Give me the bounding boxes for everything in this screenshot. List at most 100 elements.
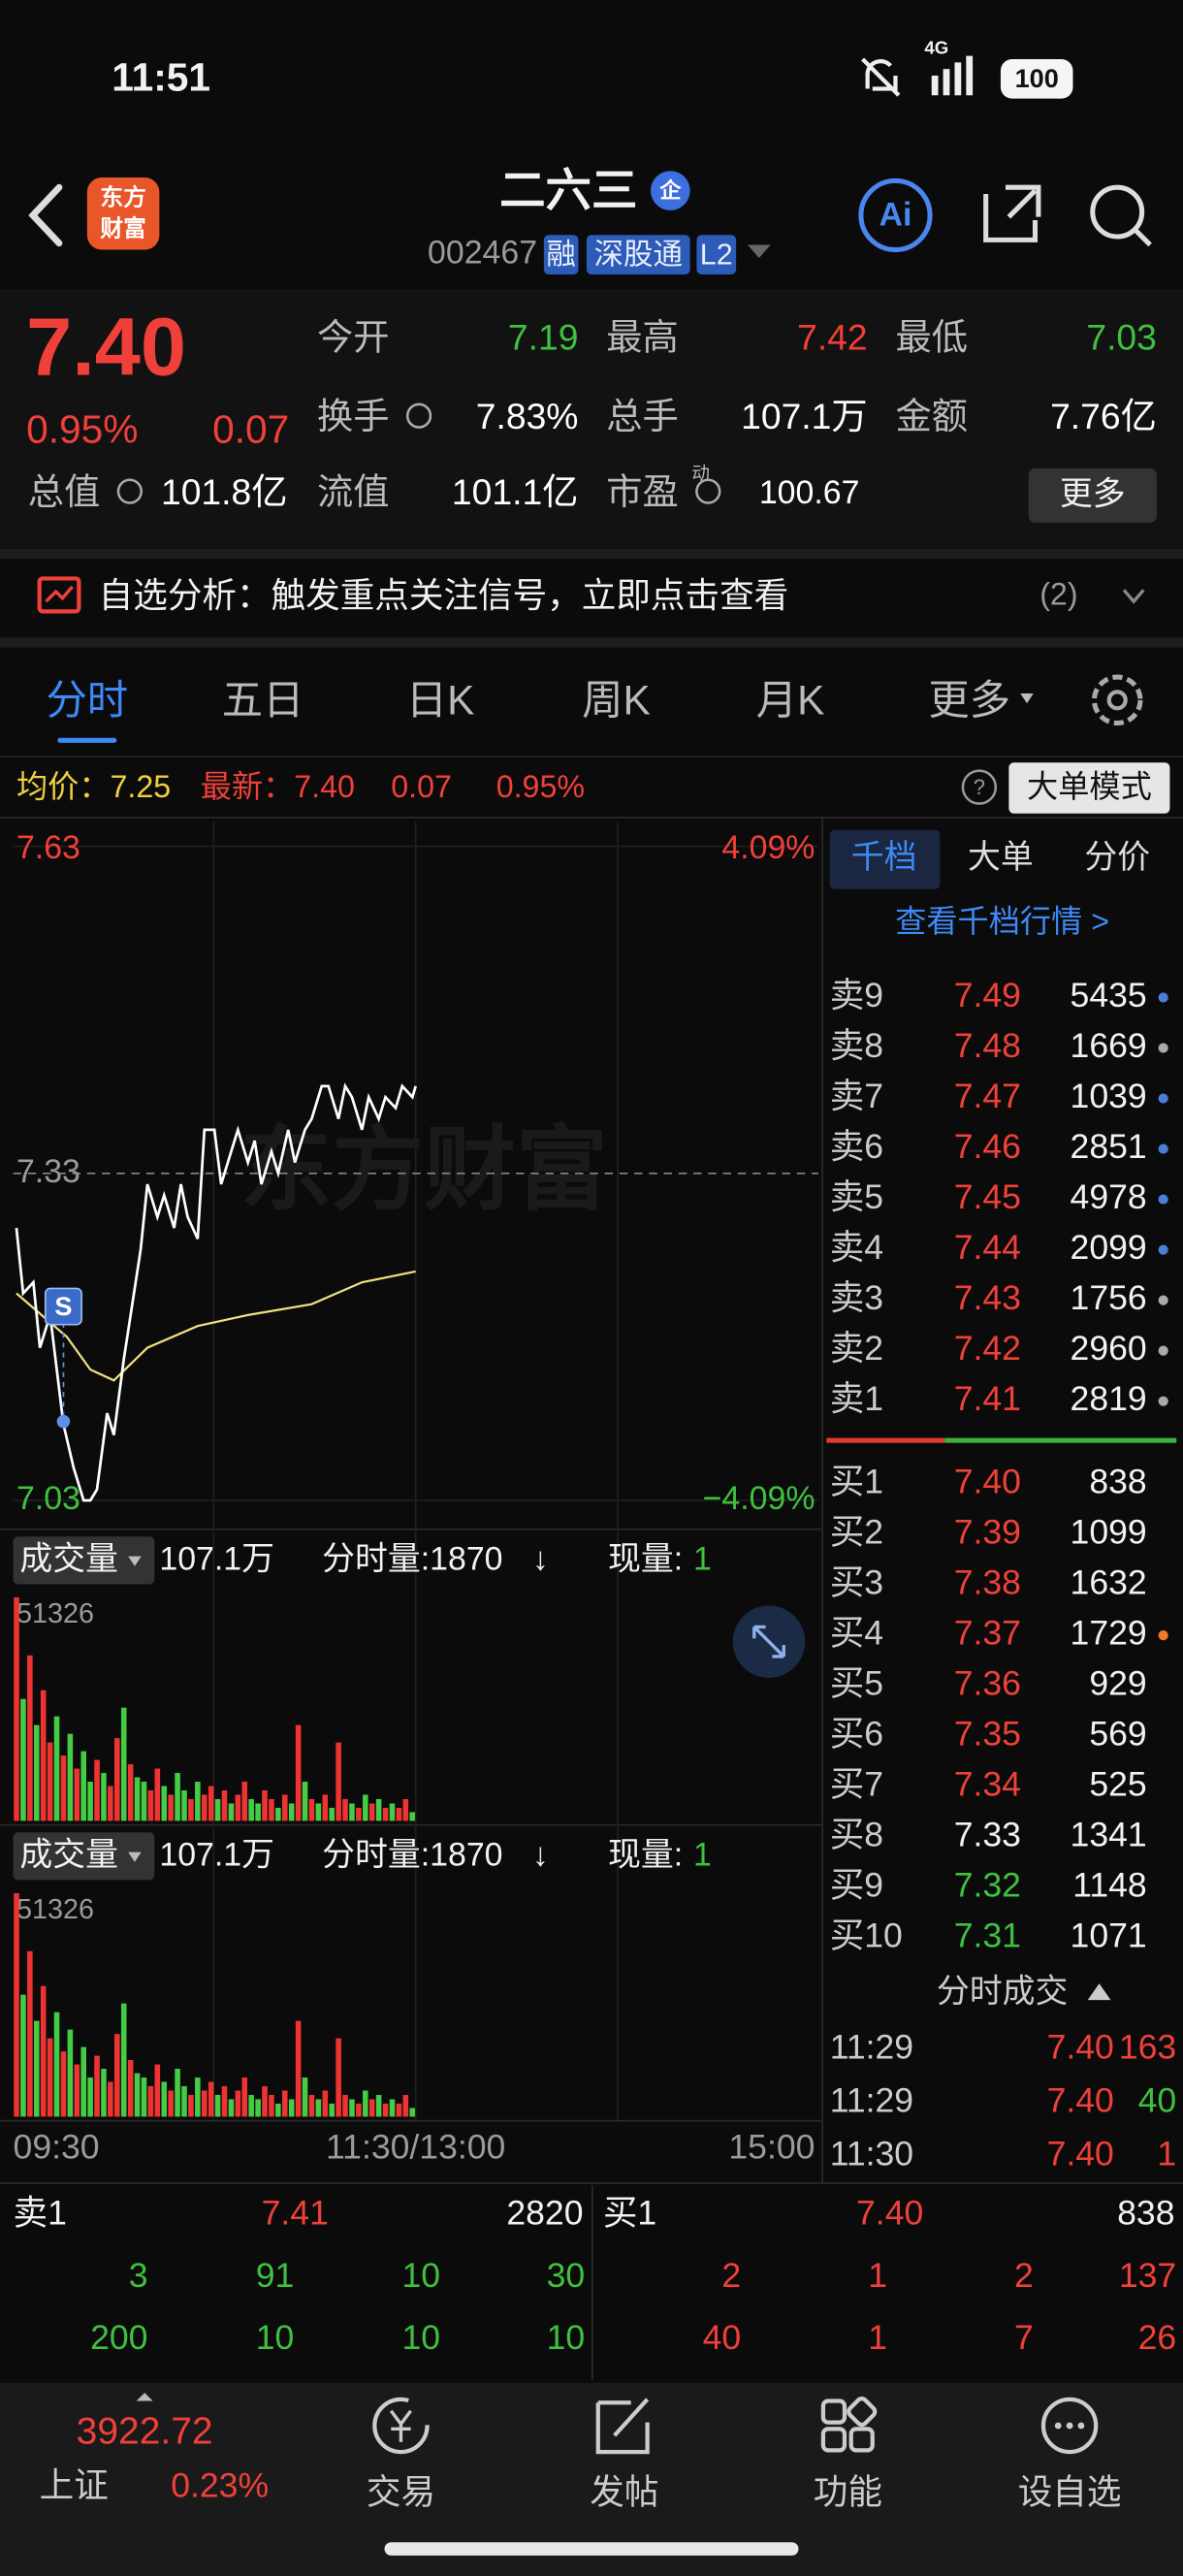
tab[interactable]: 更多	[928, 677, 1010, 723]
selector-bg[interactable]	[13, 1832, 155, 1881]
volume-bar	[315, 2099, 322, 2117]
volume-bar	[188, 2094, 194, 2117]
volume-bar	[168, 1794, 174, 1821]
mode-label[interactable]: 大单模式	[1027, 769, 1152, 804]
volume-bar	[154, 2064, 161, 2117]
stat-value: 100.67	[759, 474, 860, 511]
latest-price: 最新：7.40	[201, 769, 355, 804]
selector-bg[interactable]	[13, 1536, 155, 1585]
index-value[interactable]: 3922.72	[77, 2411, 213, 2453]
volume-bar	[195, 1782, 201, 1821]
volume-bar	[201, 1794, 208, 1821]
book-tab-active[interactable]	[829, 829, 941, 889]
volume-bar	[27, 1655, 33, 1821]
mode-button[interactable]	[1008, 762, 1170, 814]
volume-bar	[221, 2085, 228, 2117]
book-tab[interactable]: 分价	[1084, 839, 1150, 876]
nav-icon[interactable]	[847, 2396, 878, 2428]
volume-bar	[269, 2094, 274, 2117]
book-price: 7.39	[954, 1512, 1021, 1551]
volume-bar	[255, 2099, 261, 2117]
volume-bar	[114, 1738, 120, 1821]
level1-detail: 40	[703, 2318, 742, 2357]
dropdown-arrow[interactable]	[747, 244, 771, 259]
volume-bar	[127, 1764, 134, 1821]
volume-bar	[120, 2003, 127, 2117]
signal-bar	[954, 62, 962, 96]
volume-selector[interactable]: 成交量	[19, 1541, 118, 1578]
book-tab[interactable]: 大单	[968, 839, 1034, 876]
tag-bg	[586, 235, 690, 274]
trades-sort-arrow[interactable]	[1087, 1983, 1111, 2001]
book-price: 7.37	[954, 1614, 1021, 1653]
stat-value: 107.1万	[741, 396, 868, 436]
info-icon[interactable]	[405, 402, 432, 429]
signal-bar	[943, 69, 950, 96]
divider	[0, 637, 1183, 648]
volume-bar	[20, 1698, 26, 1821]
nav-icon[interactable]	[820, 2427, 847, 2453]
nav-icon[interactable]	[1040, 2397, 1099, 2455]
volume-bar	[248, 2094, 254, 2117]
volume-bar	[288, 2099, 295, 2117]
nav-icon[interactable]	[372, 2397, 430, 2455]
nav-icon[interactable]	[848, 2427, 875, 2453]
x-tick-label: 15:00	[728, 2128, 815, 2167]
book-qty: 2960	[1071, 1329, 1147, 1368]
trade-qty: 1	[1157, 2134, 1176, 2173]
settings-button[interactable]	[1091, 674, 1143, 726]
change: 0.07	[212, 406, 289, 451]
volume-bar	[255, 1803, 261, 1821]
tab[interactable]: 分时	[46, 677, 128, 723]
volume-bar	[108, 1786, 113, 1821]
tab[interactable]: 周K	[582, 677, 651, 723]
book-qty: 929	[1089, 1664, 1146, 1703]
volume-bar	[33, 1724, 40, 1821]
info-icon[interactable]	[116, 478, 143, 504]
volume-bar	[262, 1789, 268, 1821]
nav-label[interactable]: 发帖	[590, 2473, 658, 2512]
book-qty: 1341	[1071, 1816, 1147, 1854]
volume-bar	[60, 1755, 67, 1821]
book-price: 7.44	[954, 1228, 1021, 1267]
book-tab[interactable]: 千档	[851, 839, 917, 876]
ai-label[interactable]: Ai	[879, 197, 912, 234]
tab[interactable]: 日K	[406, 677, 475, 723]
nav-label[interactable]: 功能	[814, 2473, 882, 2512]
quote-panel	[0, 289, 1183, 549]
divider	[0, 1528, 822, 1530]
back-button[interactable]	[28, 183, 63, 247]
tab[interactable]: 月K	[756, 677, 825, 723]
more-label[interactable]: 更多	[1060, 476, 1126, 513]
volume-bar	[356, 1807, 362, 1821]
help-icon[interactable]	[961, 769, 998, 805]
nav-label[interactable]: 交易	[367, 2473, 435, 2512]
alert-chevron[interactable]	[1122, 589, 1145, 604]
volume-bar	[241, 1782, 248, 1821]
book-qty: 5435	[1071, 976, 1147, 1014]
search-button[interactable]	[1090, 184, 1145, 240]
stock-tag: 融	[546, 238, 576, 271]
book-link[interactable]: 查看千档行情 >	[895, 904, 1109, 939]
volume-bar	[101, 2069, 107, 2117]
app-logo	[86, 177, 160, 250]
signal-bar	[931, 75, 939, 96]
info-icon[interactable]	[695, 478, 721, 504]
volume-bar	[356, 2103, 362, 2117]
volume-selector[interactable]: 成交量	[19, 1837, 118, 1874]
ai-button[interactable]	[858, 177, 933, 253]
book-qty: 2099	[1071, 1228, 1147, 1267]
book-label: 买6	[830, 1715, 883, 1754]
volume-bar	[53, 2012, 60, 2117]
nav-label[interactable]: 设自选	[1018, 2473, 1122, 2512]
volume-detail: 分时量:1870	[322, 1837, 502, 1874]
alert-text[interactable]: 自选分析：触发重点关注信号，立即点击查看	[99, 576, 789, 615]
nav-icon[interactable]	[820, 2399, 847, 2425]
logo-text: 东方	[100, 183, 145, 210]
volume-bar	[402, 1798, 409, 1821]
tab[interactable]: 五日	[222, 677, 304, 723]
nav-icon[interactable]	[595, 2398, 650, 2455]
share-button[interactable]	[983, 184, 1041, 242]
volume-bar	[147, 1789, 154, 1821]
more-button[interactable]	[1028, 467, 1157, 523]
